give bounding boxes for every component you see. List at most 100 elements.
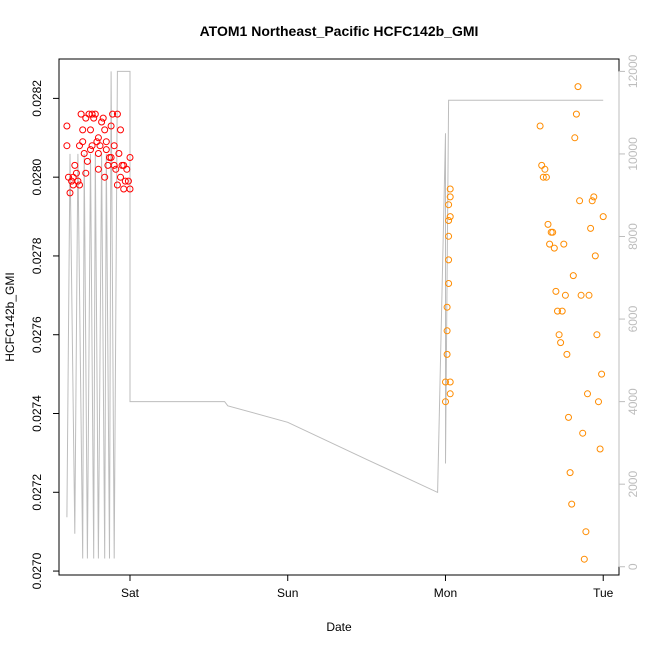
series-2-point: [442, 398, 449, 406]
series-1-point: [63, 142, 71, 150]
series-1-point: [87, 146, 94, 154]
series-1-point: [115, 150, 123, 157]
series-2-point: [568, 500, 576, 508]
series-1-point: [102, 138, 110, 146]
series-1-point: [112, 165, 120, 173]
series-1-point: [107, 154, 115, 161]
series-2-point: [571, 134, 579, 142]
series-2-point: [591, 252, 599, 260]
series-1-point: [91, 110, 99, 118]
series-1-point: [121, 177, 129, 185]
series-2-point: [561, 291, 569, 299]
series-2-point: [546, 240, 554, 248]
y-tick-label: 0.0282: [30, 80, 44, 117]
series-1-point: [117, 126, 124, 134]
series-2-point: [446, 213, 454, 221]
altitude-line: [66, 70, 604, 559]
series-2-point: [580, 555, 588, 563]
series-1-point: [88, 142, 96, 150]
series-1-point: [90, 114, 98, 122]
x-axis-label: Date: [326, 620, 352, 634]
right-tick-label: 10000: [626, 137, 640, 171]
y-tick-label: 0.0278: [30, 237, 44, 274]
series-2-point: [577, 291, 585, 299]
series-2-point: [446, 378, 454, 386]
series-1-point: [76, 181, 83, 189]
series-2-point: [445, 280, 453, 287]
series-2-point: [588, 197, 596, 205]
series-2-point: [445, 201, 453, 209]
series-2-point: [565, 413, 572, 421]
series-1-point: [113, 110, 121, 118]
series-1-point: [110, 161, 118, 169]
series-2-point: [555, 331, 563, 339]
series-1-point: [94, 134, 102, 142]
series-2-point: [445, 217, 453, 224]
series-1-point: [99, 114, 107, 122]
series-2-point: [572, 110, 580, 118]
right-tick-label: 2000: [626, 471, 640, 498]
series-2-point: [598, 370, 606, 378]
right-tick-label: 0: [626, 563, 640, 570]
chart-title: ATOM1 Northeast_Pacific HCFC142b_GMI: [200, 23, 479, 39]
plot-frame: [58, 58, 620, 576]
series-1-point: [94, 165, 102, 173]
series-1-point: [82, 169, 90, 177]
series-1-point: [107, 122, 115, 130]
series-1-point: [120, 185, 128, 193]
altitude-line-layer: [66, 70, 604, 559]
series-2-point: [445, 232, 453, 240]
series-1-point: [69, 173, 77, 181]
series-2-point: [558, 307, 566, 315]
series-2-point: [544, 220, 552, 228]
series-2-point: [569, 272, 577, 280]
series-1-point: [126, 185, 134, 193]
series-1-point: [102, 146, 110, 154]
series-2-point: [584, 390, 591, 398]
series-2-point: [446, 390, 454, 398]
series-1-point: [82, 114, 90, 122]
series-1-point: [66, 189, 74, 197]
series-1-point: [87, 126, 94, 134]
series-1-point: [63, 122, 71, 130]
series-1-point: [123, 165, 131, 173]
series-1-point: [124, 177, 132, 185]
series-1-point: [77, 110, 85, 118]
series-2-point: [593, 331, 601, 339]
right-tick-label: 8000: [626, 223, 640, 250]
series-1-point: [109, 110, 117, 118]
series-1-point: [126, 154, 134, 161]
series-2-point: [576, 197, 584, 205]
series-2-point: [549, 228, 557, 236]
series-1-point: [120, 161, 128, 169]
points-layer: [63, 83, 607, 563]
series-1-point: [71, 161, 79, 169]
axes-layer: Sat Sun Mon Tue 0.0270 0.0272 0.0274 0.0276 0.02…: [30, 54, 640, 600]
y-tick-label: 0.0272: [30, 474, 44, 511]
series-1-point: [93, 138, 101, 146]
series-2-point: [550, 244, 558, 252]
series-2-point: [446, 193, 454, 201]
series-1-point: [79, 126, 87, 134]
series-2-point: [443, 303, 451, 311]
series-1-point: [98, 118, 106, 126]
series-2-point: [582, 528, 590, 536]
series-2-point: [542, 173, 550, 181]
y-tick-label: 0.0276: [30, 316, 44, 353]
series-2-point: [538, 161, 546, 169]
series-1-point: [76, 142, 83, 150]
series-2-point: [596, 445, 604, 453]
right-tick-label: 6000: [626, 305, 640, 332]
y-axis-label: HCFC142b_GMI: [3, 272, 17, 361]
series-2-point: [443, 327, 451, 335]
series-2-point: [599, 213, 607, 221]
series-2-point: [560, 240, 568, 248]
series-2-point: [552, 287, 560, 295]
series-2-point: [566, 469, 574, 477]
series-1-point: [74, 177, 82, 185]
series-2-point: [443, 350, 451, 358]
series-1-point: [101, 126, 109, 134]
series-2-point: [574, 83, 582, 91]
series-2-point: [579, 429, 587, 437]
